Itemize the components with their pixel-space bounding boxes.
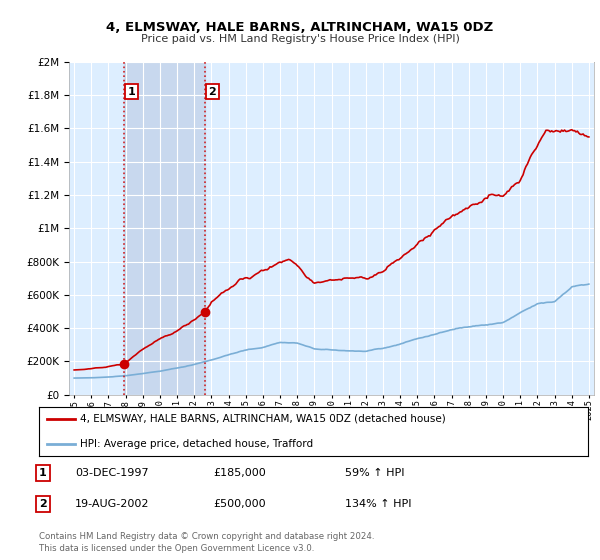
Text: £500,000: £500,000	[213, 499, 266, 509]
Text: HPI: Average price, detached house, Trafford: HPI: Average price, detached house, Traf…	[80, 438, 313, 449]
Text: 4, ELMSWAY, HALE BARNS, ALTRINCHAM, WA15 0DZ: 4, ELMSWAY, HALE BARNS, ALTRINCHAM, WA15…	[106, 21, 494, 34]
Text: 03-DEC-1997: 03-DEC-1997	[75, 468, 149, 478]
Text: 2: 2	[39, 499, 47, 509]
Text: 2: 2	[208, 87, 216, 96]
Text: 134% ↑ HPI: 134% ↑ HPI	[345, 499, 412, 509]
Text: 1: 1	[39, 468, 47, 478]
Text: 4, ELMSWAY, HALE BARNS, ALTRINCHAM, WA15 0DZ (detached house): 4, ELMSWAY, HALE BARNS, ALTRINCHAM, WA15…	[80, 414, 446, 424]
Bar	[124, 62, 205, 395]
Text: 19-AUG-2002: 19-AUG-2002	[75, 499, 149, 509]
Text: Price paid vs. HM Land Registry's House Price Index (HPI): Price paid vs. HM Land Registry's House …	[140, 34, 460, 44]
Text: £185,000: £185,000	[213, 468, 266, 478]
Text: 1: 1	[128, 87, 136, 96]
Text: 59% ↑ HPI: 59% ↑ HPI	[345, 468, 404, 478]
Text: Contains HM Land Registry data © Crown copyright and database right 2024.
This d: Contains HM Land Registry data © Crown c…	[39, 533, 374, 553]
